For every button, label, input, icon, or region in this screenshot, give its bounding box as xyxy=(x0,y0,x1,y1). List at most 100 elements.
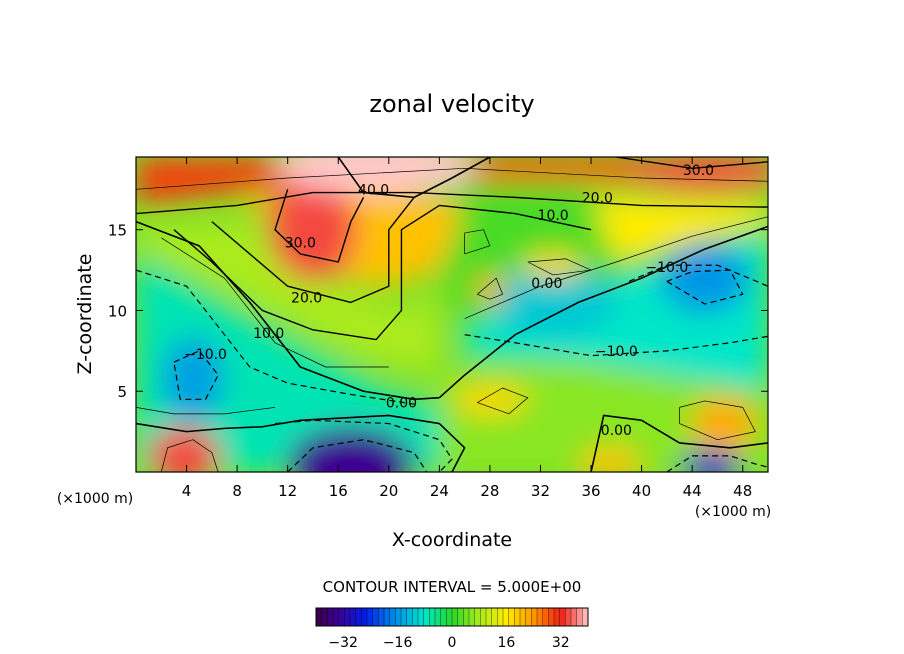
colorbar-swatch xyxy=(395,608,402,626)
field-region xyxy=(591,197,768,262)
contour-label: 10.0 xyxy=(253,326,284,342)
contour-line xyxy=(438,225,768,399)
contour-interval-text: CONTOUR INTERVAL = 5.000E+00 xyxy=(323,578,582,596)
colorbar-tick-label: 32 xyxy=(552,635,570,651)
colorbar-swatch xyxy=(361,608,368,626)
colorbar-swatch xyxy=(457,608,464,626)
contour-label: 0.00 xyxy=(531,276,562,292)
colorbar-swatch xyxy=(372,608,379,626)
colorbar-swatch xyxy=(418,608,425,626)
chart-title: zonal velocity xyxy=(369,90,534,118)
contour-line xyxy=(477,387,529,415)
x-tick-label: 48 xyxy=(733,482,752,500)
contour-line xyxy=(477,277,503,300)
colorbar-swatch xyxy=(321,608,328,626)
colorbar-swatch xyxy=(582,608,589,626)
colorbar-swatch xyxy=(367,608,374,626)
x-unit-right: (×1000 m) xyxy=(695,504,771,520)
x-tick-label: 4 xyxy=(182,482,192,500)
colorbar-swatch xyxy=(412,608,419,626)
contour-label: −10.0 xyxy=(645,260,688,276)
contour-label: 20.0 xyxy=(582,190,613,206)
x-tick-label: 8 xyxy=(232,482,242,500)
colorbar-swatch xyxy=(355,608,362,626)
colorbar-swatch xyxy=(497,608,504,626)
contour-line xyxy=(666,455,768,472)
colorbar-swatch xyxy=(327,608,334,626)
y-tick-label: 5 xyxy=(117,383,127,401)
contour-line xyxy=(679,400,756,441)
contour-line xyxy=(274,189,365,263)
field-blob xyxy=(628,157,768,193)
contour-label: 20.0 xyxy=(291,291,322,307)
contour-line xyxy=(464,334,768,357)
y-tick-label: 10 xyxy=(108,302,127,320)
contour-line xyxy=(160,439,219,472)
colorbar-swatch xyxy=(514,608,521,626)
contour-label: 0.00 xyxy=(601,423,632,439)
x-tick-label: 32 xyxy=(531,482,550,500)
contour-line xyxy=(274,419,453,472)
contour-label: 0.00 xyxy=(386,396,417,412)
x-axis: 4 8 12 16 20 24 28 32 36 40 44 48 xyxy=(182,157,752,500)
y-tick-label: 15 xyxy=(108,222,127,240)
contour-label: 40.0 xyxy=(358,182,389,198)
colorbar-swatch xyxy=(565,608,572,626)
colorbar-swatch xyxy=(378,608,385,626)
colorbar-swatch xyxy=(508,608,515,626)
colorbar-swatch xyxy=(480,608,487,626)
contour-line xyxy=(211,196,415,304)
colorbar-swatch xyxy=(520,608,527,626)
x-tick-label: 36 xyxy=(581,482,600,500)
colorbar-swatch xyxy=(452,608,459,626)
contour-line xyxy=(136,414,466,472)
contour-line xyxy=(136,220,440,401)
colorbar-swatch xyxy=(548,608,555,626)
x-axis-label: X-coordinate xyxy=(392,529,512,551)
contour-label: −10.0 xyxy=(184,347,227,363)
y-axis-label: Z-coordinate xyxy=(74,254,96,375)
contour-labels: 40.0 30.0 30.0 20.0 20.0 10.0 10.0 −10.0 −10.0 −1… xyxy=(184,163,714,439)
contour-label: 10.0 xyxy=(538,208,569,224)
x-tick-label: 24 xyxy=(430,482,449,500)
contour-line xyxy=(136,167,768,190)
colorbar-swatch xyxy=(429,608,436,626)
field-blob xyxy=(148,426,220,472)
contour-line xyxy=(136,269,415,405)
contour-line xyxy=(666,269,744,305)
colorbar-swatch xyxy=(384,608,391,626)
field-blob xyxy=(660,242,750,314)
contour-line xyxy=(287,439,428,472)
colorbar-swatch xyxy=(344,608,351,626)
colorbar-swatch xyxy=(537,608,544,626)
contour-line xyxy=(590,414,768,472)
colorbar-swatch xyxy=(542,608,549,626)
plot-frame xyxy=(135,156,769,473)
contour-line xyxy=(173,204,592,341)
field-blob xyxy=(452,383,528,416)
field-blob xyxy=(161,336,225,421)
field-blob xyxy=(268,178,358,282)
x-tick-label: 44 xyxy=(683,482,702,500)
field-blob xyxy=(690,396,757,451)
contour-line xyxy=(464,216,768,319)
colorbar-tick-label: −32 xyxy=(328,635,358,651)
colorbar-tick-label: 0 xyxy=(448,635,457,651)
x-tick-label: 28 xyxy=(480,482,499,500)
colorbar-swatch xyxy=(338,608,345,626)
colorbar-swatch xyxy=(554,608,561,626)
field-blob xyxy=(680,451,742,472)
contour-line xyxy=(136,191,768,215)
x-unit-left: (×1000 m) xyxy=(57,491,133,507)
colorbar-swatch xyxy=(525,608,532,626)
contour-line xyxy=(161,237,389,368)
colorbar-swatch xyxy=(333,608,340,626)
colorbar-swatch xyxy=(469,608,476,626)
x-tick-label: 16 xyxy=(329,482,348,500)
contour-line xyxy=(464,229,491,255)
colorbar xyxy=(315,607,589,627)
colorbar-tick-label: 16 xyxy=(497,635,515,651)
colorbar-swatch xyxy=(559,608,566,626)
contour-line xyxy=(173,350,219,400)
